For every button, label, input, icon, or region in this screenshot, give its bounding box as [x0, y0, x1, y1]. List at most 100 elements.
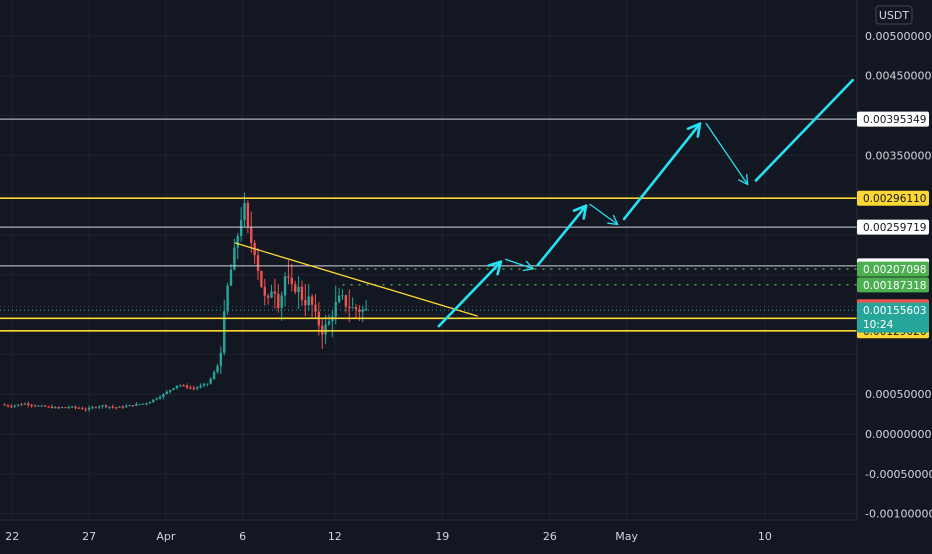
candle-body [125, 405, 128, 408]
candle-body [250, 227, 253, 243]
projection-arrow-up[interactable] [754, 78, 854, 182]
trendline-drawing[interactable] [234, 242, 478, 317]
candle-body [138, 404, 141, 406]
candle-body [202, 384, 206, 386]
candle-body [54, 407, 57, 409]
horizontal-price-lines[interactable] [0, 118, 857, 332]
currency-badge[interactable]: USDT [875, 5, 913, 25]
candle-body [246, 203, 250, 228]
candle-body [101, 405, 104, 407]
candle-body [70, 406, 74, 408]
price-tick-label: 0.00050000 [865, 388, 931, 401]
projection-arrow-down[interactable] [589, 203, 619, 226]
candle-body [196, 387, 199, 389]
candle-body [236, 236, 239, 248]
projection-arrow-down[interactable] [504, 258, 534, 270]
candle-body [131, 405, 135, 407]
candle-body [148, 402, 152, 404]
candle-body [354, 306, 358, 310]
arrow-head [487, 260, 503, 276]
candle-body [364, 308, 368, 310]
price-label-value: 0.00395349 [863, 114, 926, 126]
candle-body [226, 285, 229, 312]
candle-body [209, 378, 212, 384]
arrow-head [572, 204, 588, 220]
price-label-box [857, 277, 929, 293]
candle-body [351, 306, 354, 308]
time-axis-background [0, 520, 932, 550]
candle-body [229, 269, 233, 286]
candle-body [168, 390, 172, 392]
candle-body [206, 383, 209, 385]
candle-body [141, 403, 145, 405]
price-tick-label: 0.00450000 [865, 70, 931, 83]
descending-trendline[interactable] [234, 242, 478, 317]
candle-body [283, 276, 287, 296]
candle-body [344, 295, 348, 307]
candle-body [348, 306, 351, 308]
candle-body [277, 293, 280, 308]
candle-body [108, 406, 111, 408]
candle-body [165, 391, 168, 395]
candle-body [185, 385, 189, 388]
currency-badge-frame [875, 5, 913, 25]
price-labels: 0.003953490.002961100.002597190.00211069… [857, 111, 929, 339]
candle-body [16, 404, 20, 406]
candle-body [81, 408, 84, 410]
candle-body [10, 406, 13, 408]
candle-body [135, 404, 138, 406]
candle-body [47, 406, 50, 408]
candle-body [152, 399, 155, 403]
candle-body [189, 387, 192, 389]
time-axis[interactable]: 22 27 Apr 6 12 19 26 May 10 [5, 530, 772, 543]
projection-arrow-up[interactable] [622, 122, 702, 221]
price-axis[interactable]: 0.00500000 0.00450000 0.00350000 0.00050000… [865, 30, 932, 521]
candle-body [270, 291, 273, 298]
candle-body [37, 405, 40, 407]
candle-body [111, 406, 114, 408]
candle-body [337, 295, 341, 303]
candle-body [307, 296, 310, 306]
candle-body [324, 324, 327, 335]
candle-body [145, 403, 148, 405]
candle-body [263, 286, 266, 296]
candle-body [64, 407, 67, 409]
candle-body [243, 203, 246, 221]
candle-body [27, 403, 30, 406]
candle-body [341, 295, 344, 297]
candle-body [216, 365, 219, 373]
price-label-box [857, 302, 929, 333]
projection-arrow-up[interactable] [437, 260, 503, 328]
candle-body [20, 404, 23, 406]
time-tick-label: 19 [435, 530, 449, 543]
candle-body [182, 385, 185, 387]
price-tick-label: 0.00000000 [865, 428, 931, 441]
projection-arrow-up[interactable] [536, 204, 588, 267]
candle-body [310, 296, 314, 305]
projection-arrow-down[interactable] [705, 122, 749, 186]
price-label-value: 0.00296110 [863, 193, 926, 205]
countdown-label: 10:24 [863, 319, 894, 331]
candle-body [273, 291, 277, 294]
candle-body [290, 277, 294, 285]
candle-body [280, 295, 283, 308]
candle-body [77, 407, 81, 409]
projection-arrows[interactable] [437, 78, 854, 328]
candle-body [60, 407, 64, 409]
candle-body [260, 270, 263, 287]
candle-body [304, 300, 307, 306]
price-label-value: 0.00259719 [863, 222, 926, 234]
grid [0, 0, 857, 520]
candle-body [219, 352, 223, 366]
time-tick-label: 6 [239, 530, 246, 543]
time-tick-label: 22 [5, 530, 19, 543]
candle-body [50, 406, 54, 409]
candle-body [23, 403, 27, 405]
candle-body [43, 405, 47, 407]
candle-body [40, 405, 43, 407]
candle-body [297, 286, 300, 292]
candle-body [104, 405, 108, 407]
candle-body [287, 276, 290, 278]
